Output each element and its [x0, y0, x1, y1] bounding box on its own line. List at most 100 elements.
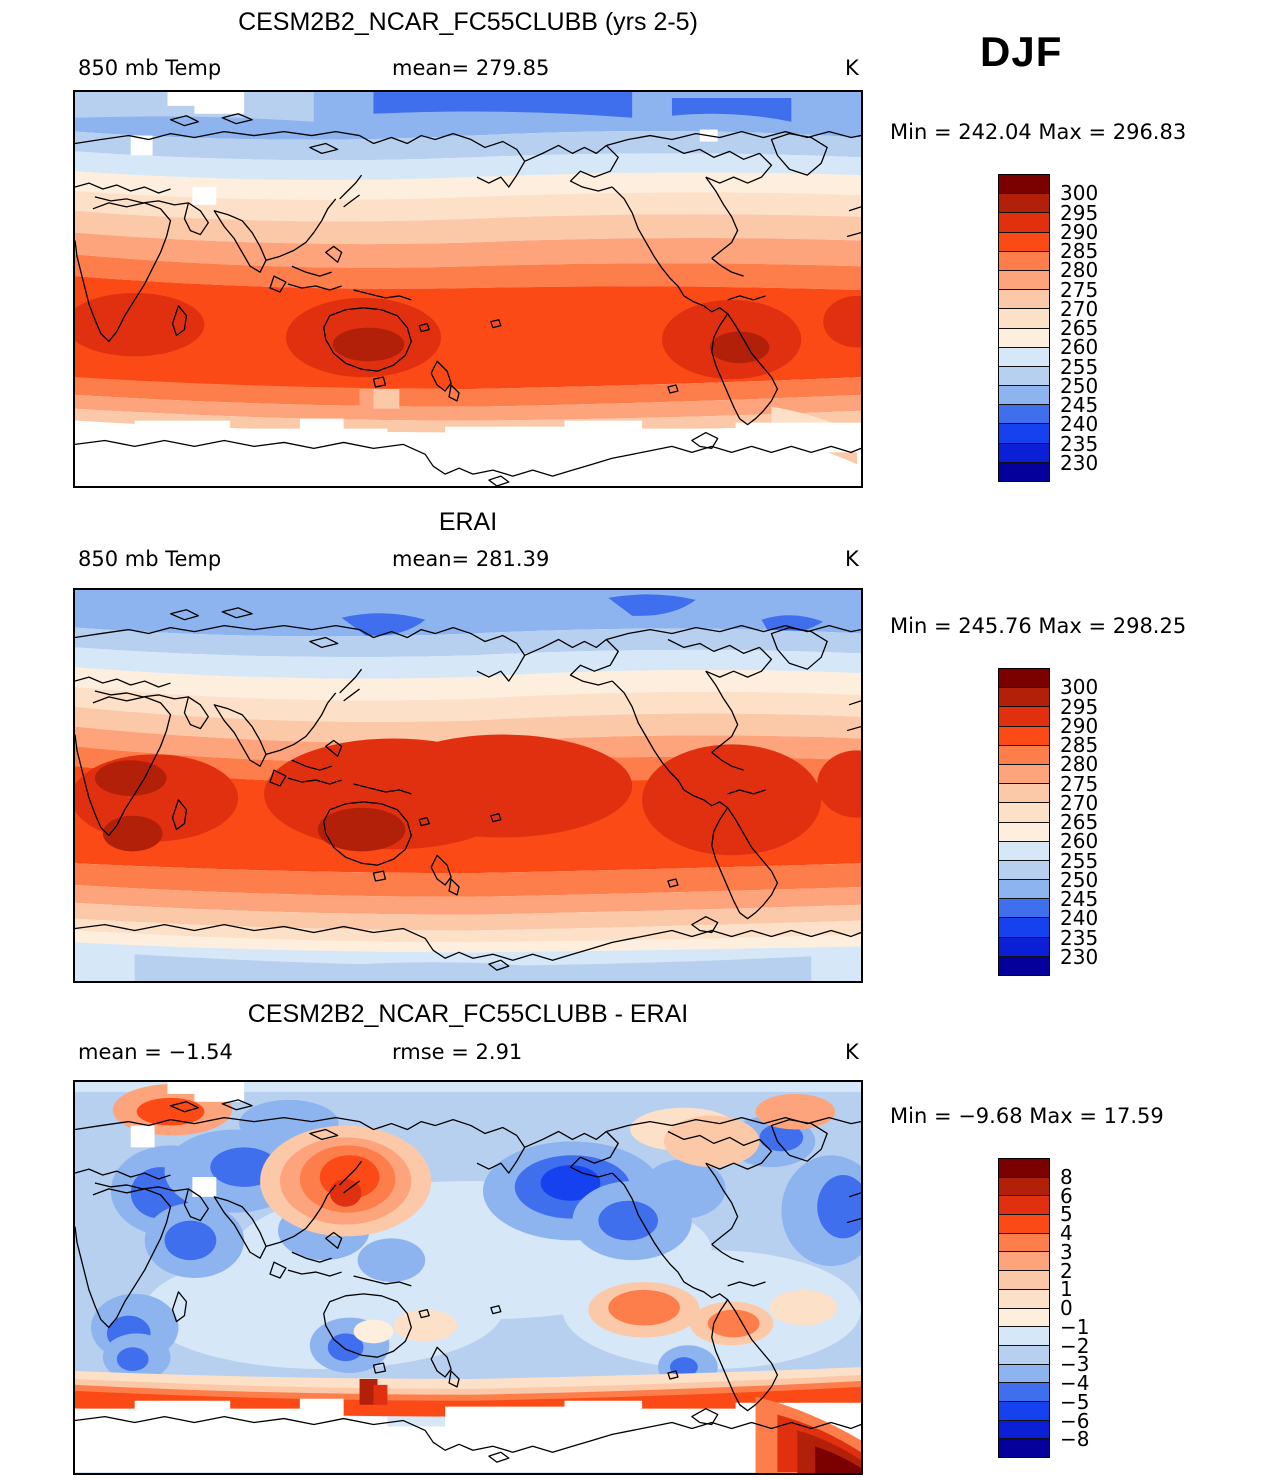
- colorbar-tick-label: 300: [1060, 181, 1099, 206]
- colorbar-tick-label: 8: [1060, 1164, 1073, 1189]
- colorbar-tick-label: 265: [1060, 810, 1099, 834]
- colorbar-band: [999, 1345, 1049, 1365]
- map-panel-model[interactable]: [73, 90, 863, 488]
- panel-2-title: ERAI: [438, 508, 498, 536]
- colorbar-band: [999, 175, 1049, 195]
- map-panel-difference[interactable]: [73, 1080, 863, 1475]
- panel-1-title: CESM2B2_NCAR_FC55CLUBB (yrs 2-5): [238, 8, 698, 36]
- colorbar-band: [999, 232, 1049, 252]
- colorbar-band: [999, 1401, 1049, 1421]
- colorbar-tick-label: 230: [1060, 450, 1099, 475]
- colorbar-ticks-model: 300 295 290 285 280 275 270 265 260 255 250 245 240 2…: [1060, 174, 1140, 482]
- map-contour-obs: [75, 590, 861, 981]
- colorbar-band: [999, 1271, 1049, 1290]
- colorbar-band: [999, 1383, 1049, 1402]
- colorbar-panel-obs[interactable]: [998, 668, 1050, 976]
- colorbar-band: [999, 764, 1049, 785]
- colorbar-band: [999, 860, 1049, 881]
- colorbar-band: [999, 1159, 1049, 1178]
- colorbar-band: [999, 707, 1049, 727]
- colorbar-band: [999, 937, 1049, 957]
- map-contour-difference: [75, 1082, 861, 1473]
- colorbar-band: [999, 309, 1049, 329]
- panel-1-minmax: Min = 242.04 Max = 296.83: [890, 120, 1187, 144]
- colorbar-band: [999, 1233, 1049, 1253]
- colorbar-band: [999, 1439, 1049, 1457]
- colorbar-tick-label: −4: [1060, 1371, 1090, 1395]
- colorbar-tick-label: −1: [1060, 1314, 1090, 1339]
- colorbar-band: [999, 1215, 1049, 1234]
- colorbar-band: [999, 443, 1049, 463]
- colorbar-tick-label: 250: [1060, 867, 1099, 892]
- panel-2-mean-label: mean= 281.39: [392, 547, 550, 571]
- colorbar-band: [999, 366, 1049, 387]
- colorbar-tick-label: −3: [1060, 1352, 1090, 1377]
- coastline-overlay-difference: [75, 1099, 861, 1463]
- panel-2-units-label: K: [845, 547, 859, 571]
- colorbar-tick-label: 290: [1060, 713, 1099, 738]
- colorbar-tick-label: 275: [1060, 771, 1099, 796]
- colorbar-band: [999, 462, 1049, 481]
- colorbar-band: [999, 1177, 1049, 1197]
- colorbar-band: [999, 803, 1049, 823]
- colorbar-band: [999, 213, 1049, 233]
- colorbar-tick-label: 255: [1060, 848, 1099, 873]
- colorbar-panel-difference[interactable]: [998, 1158, 1050, 1458]
- panel-3-mean-label: mean = −1.54: [78, 1040, 233, 1064]
- colorbar-band: [999, 290, 1049, 310]
- panel-1-units-label: K: [845, 56, 859, 80]
- colorbar-band: [999, 669, 1049, 689]
- colorbar-band: [999, 1252, 1049, 1272]
- colorbar-band: [999, 918, 1049, 938]
- colorbar-tick-label: 250: [1060, 373, 1099, 398]
- colorbar-tick-label: 285: [1060, 239, 1099, 263]
- colorbar-tick-label: 230: [1060, 944, 1099, 969]
- panel-2-minmax: Min = 245.76 Max = 298.25: [890, 614, 1187, 638]
- colorbar-tick-label: 295: [1060, 200, 1099, 225]
- panel-1-variable-label: 850 mb Temp: [78, 56, 222, 80]
- colorbar-band: [999, 424, 1049, 444]
- panel-3-units-label: K: [845, 1040, 859, 1064]
- colorbar-band: [999, 1308, 1049, 1328]
- colorbar-tick-label: 290: [1060, 219, 1099, 244]
- colorbar-band: [999, 1196, 1049, 1216]
- colorbar-band: [999, 328, 1049, 348]
- colorbar-tick-label: 2: [1060, 1258, 1073, 1283]
- colorbar-tick-label: 245: [1060, 887, 1099, 911]
- colorbar-band: [999, 745, 1049, 765]
- colorbar-band: [999, 1327, 1049, 1346]
- colorbar-tick-label: 270: [1060, 296, 1099, 321]
- colorbar-tick-label: −8: [1060, 1427, 1090, 1452]
- colorbar-band: [999, 405, 1049, 425]
- colorbar-band: [999, 386, 1049, 406]
- map-contour-model: [75, 92, 861, 486]
- colorbar-tick-label: 0: [1060, 1296, 1073, 1320]
- colorbar-tick-label: 280: [1060, 258, 1099, 283]
- colorbar-band: [999, 841, 1049, 861]
- colorbar-band: [999, 251, 1049, 271]
- colorbar-tick-label: −6: [1060, 1408, 1090, 1433]
- colorbar-tick-label: 245: [1060, 393, 1099, 417]
- colorbar-tick-label: 255: [1060, 354, 1099, 379]
- colorbar-panel-model[interactable]: [998, 174, 1050, 482]
- colorbar-tick-label: 295: [1060, 694, 1099, 719]
- colorbar-band: [999, 1289, 1049, 1309]
- colorbar-band: [999, 1420, 1049, 1440]
- panel-3-rmse-label: rmse = 2.91: [392, 1040, 523, 1064]
- colorbar-band: [999, 688, 1049, 708]
- colorbar-tick-label: 235: [1060, 431, 1099, 456]
- colorbar-tick-label: 300: [1060, 675, 1099, 700]
- colorbar-tick-label: 1: [1060, 1277, 1073, 1302]
- coastline-overlay-model: [75, 113, 861, 486]
- panel-2-variable-label: 850 mb Temp: [78, 547, 222, 571]
- map-panel-obs[interactable]: [73, 588, 863, 983]
- colorbar-tick-label: 285: [1060, 733, 1099, 757]
- colorbar-band: [999, 347, 1049, 367]
- colorbar-band: [999, 270, 1049, 291]
- panel-3-minmax: Min = −9.68 Max = 17.59: [890, 1104, 1164, 1128]
- colorbar-tick-label: −2: [1060, 1333, 1090, 1358]
- colorbar-tick-label: 6: [1060, 1183, 1073, 1208]
- coastline-overlay-obs: [75, 607, 861, 971]
- colorbar-tick-label: 240: [1060, 412, 1099, 437]
- colorbar-tick-label: 275: [1060, 277, 1099, 302]
